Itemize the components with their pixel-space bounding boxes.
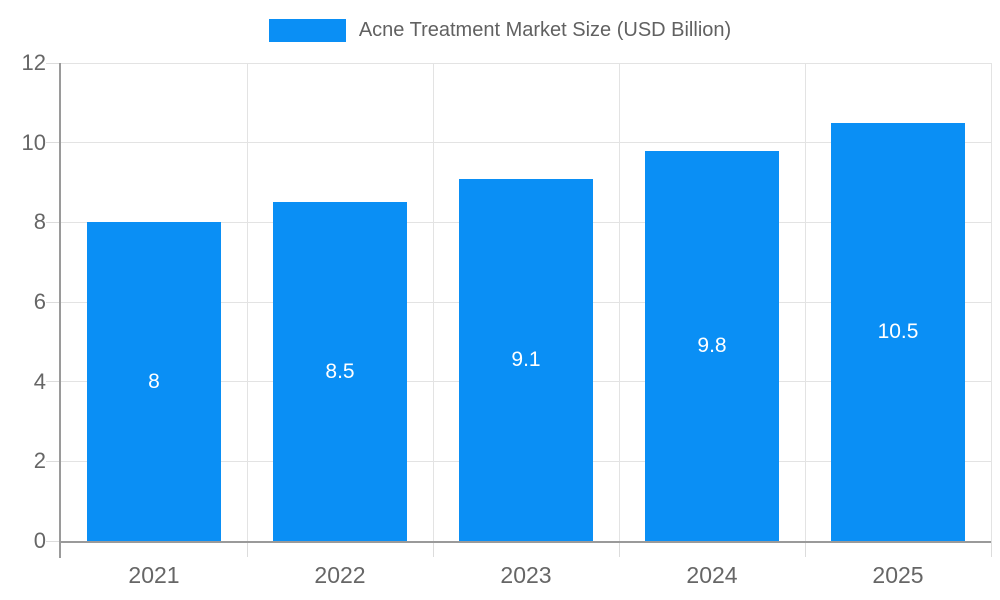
y-axis-tick	[46, 460, 61, 462]
category-boundary-gridline	[990, 63, 992, 541]
y-axis-tick	[46, 62, 61, 64]
category-boundary-gridline	[804, 63, 806, 541]
y-axis-tick-label: 2	[33, 448, 46, 474]
legend: Acne Treatment Market Size (USD Billion)	[0, 19, 1000, 42]
x-axis-category-label: 2022	[314, 562, 366, 588]
bar-value-label: 9.8	[697, 333, 727, 357]
x-axis-tick	[618, 541, 620, 557]
bar-value-label: 8	[148, 369, 160, 393]
y-axis-tick-label: 4	[33, 368, 46, 394]
y-gridline	[61, 142, 991, 144]
bar-2023[interactable]	[459, 178, 593, 541]
x-axis-category-label: 2024	[686, 562, 738, 588]
category-boundary-gridline	[618, 63, 620, 541]
bar-2022[interactable]	[273, 202, 407, 541]
x-axis-tick	[246, 541, 248, 557]
y-axis-tick	[46, 381, 61, 383]
bar-value-label: 8.5	[325, 359, 355, 383]
y-axis-line	[59, 63, 61, 558]
y-axis-tick	[46, 301, 61, 303]
bar-value-label: 9.1	[511, 347, 541, 371]
y-axis-tick-label: 10	[21, 129, 46, 155]
y-axis-tick	[46, 540, 61, 542]
x-axis-tick	[804, 541, 806, 557]
x-axis-tick	[432, 541, 434, 557]
y-axis-tick-label: 0	[33, 528, 46, 553]
bar-2021[interactable]	[87, 222, 221, 541]
bar-2025[interactable]	[831, 122, 965, 541]
bar-value-label: 10.5	[877, 319, 919, 343]
x-axis-category-label: 2025	[872, 562, 924, 588]
x-axis-category-label: 2021	[128, 562, 180, 588]
legend-swatch[interactable]	[268, 19, 346, 42]
bar-2024[interactable]	[645, 150, 779, 541]
category-boundary-gridline	[246, 63, 248, 541]
y-axis-tick	[46, 142, 61, 144]
y-axis-tick-label: 8	[33, 209, 46, 235]
y-axis-tick-label: 6	[33, 289, 46, 314]
y-axis-tick	[46, 221, 61, 223]
x-axis-tick	[990, 541, 992, 557]
x-axis-line	[59, 541, 991, 543]
category-boundary-gridline	[432, 63, 434, 541]
y-axis-tick-label: 12	[21, 50, 46, 75]
x-axis-category-label: 2023	[500, 562, 552, 588]
y-gridline	[61, 62, 991, 64]
legend-series-label[interactable]: Acne Treatment Market Size (USD Billion)	[358, 19, 732, 41]
